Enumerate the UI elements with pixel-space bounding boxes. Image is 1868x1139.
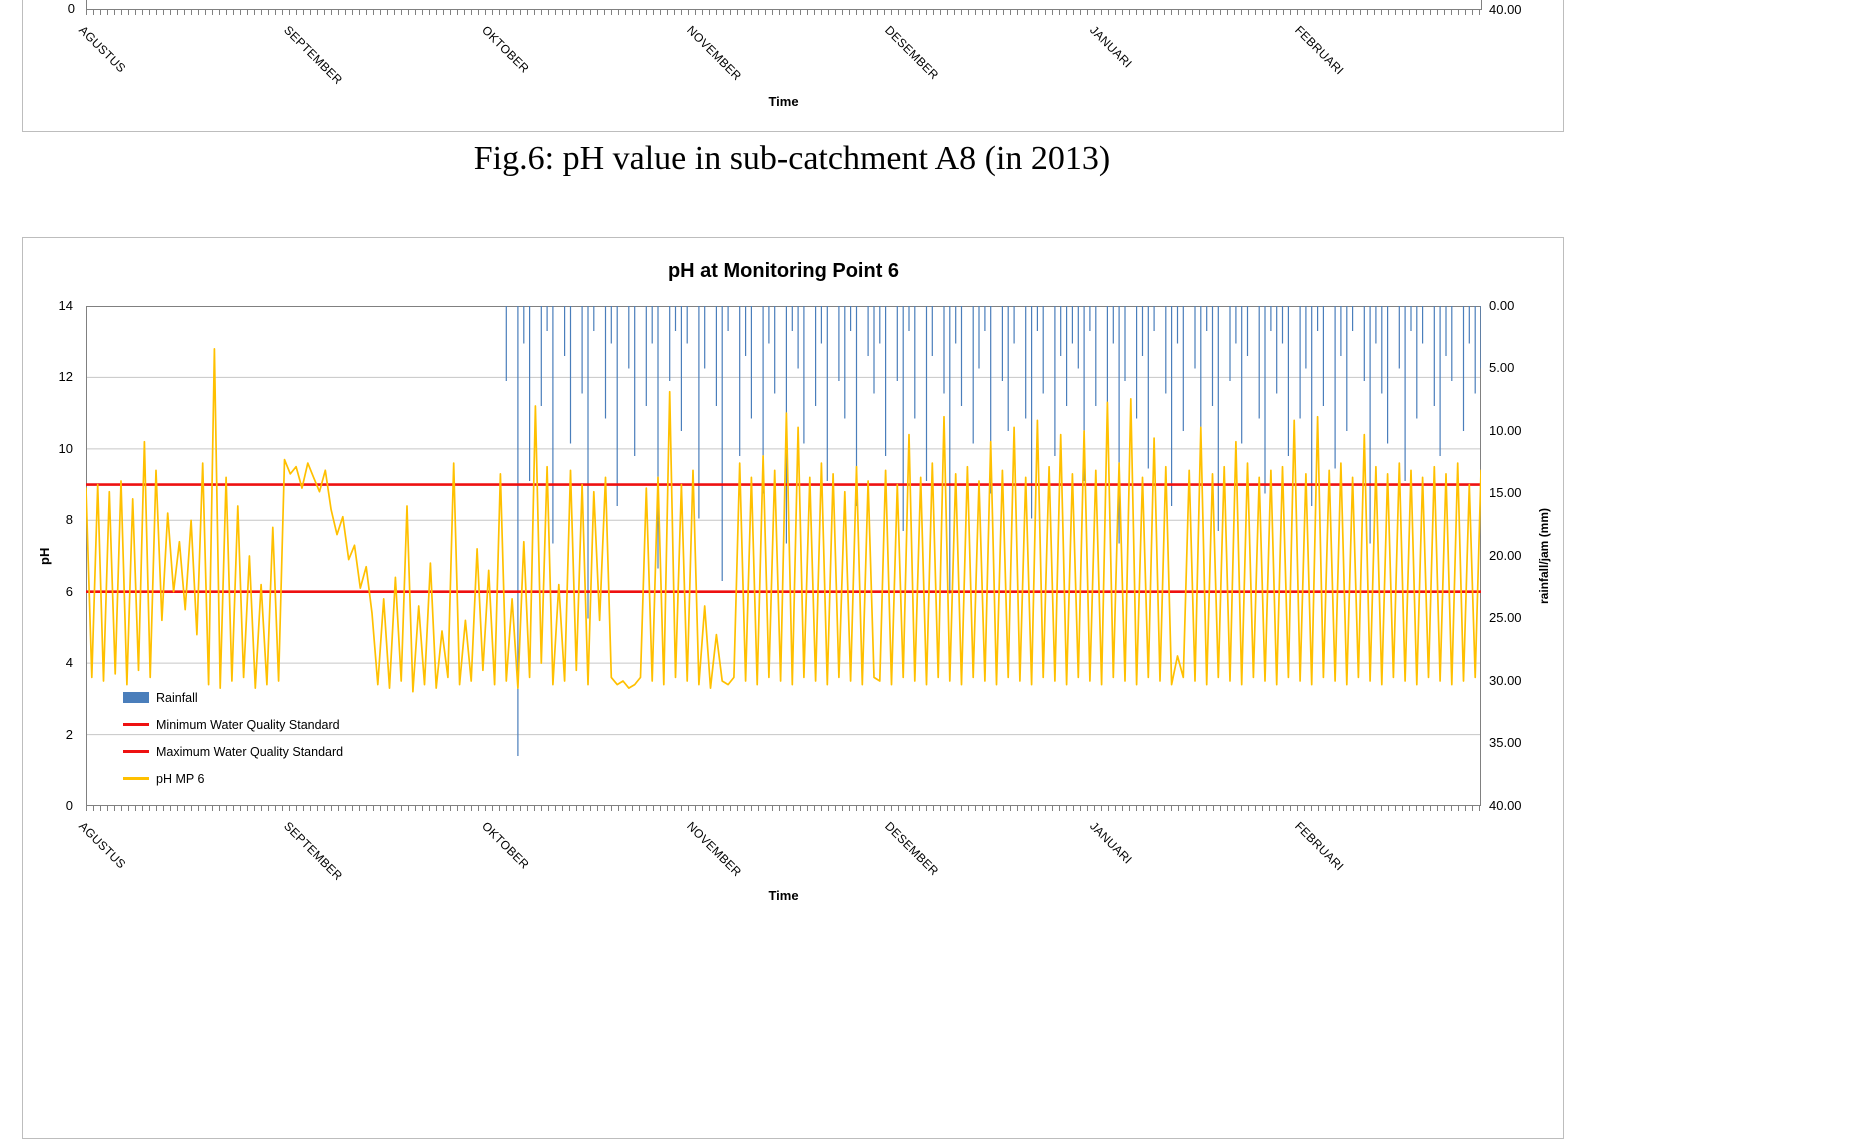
month-label: NOVEMBER: [684, 819, 745, 880]
top-chart-right-axis-tick: 40.00: [1489, 2, 1522, 17]
tick-label: 5.00: [1489, 360, 1515, 375]
tick-label: 2: [65, 727, 73, 742]
tick-label: 12: [58, 369, 73, 384]
figure-caption: Fig.6: pH value in sub-catchment A8 (in …: [473, 140, 1111, 177]
red-line-swatch-icon: [123, 723, 149, 726]
left-axis-tick-labels: 14 12 10 8 6 4 2 0: [23, 238, 79, 1138]
plot-area: [86, 306, 1481, 806]
tick-label: 8: [65, 512, 73, 527]
month-label: SEPTEMBER: [281, 819, 346, 884]
rainfall-swatch-icon: [123, 692, 149, 703]
main-chart: pH at Monitoring Point 6 pH rainfall/jam…: [22, 237, 1564, 1139]
month-label: AGUSTUS: [76, 23, 129, 76]
month-label: DESEMBER: [882, 819, 942, 879]
tick-label: 25.00: [1489, 610, 1522, 625]
month-label: OKTOBER: [479, 819, 532, 872]
tick-label: 6: [65, 584, 73, 599]
month-label: JANUARI: [1087, 819, 1135, 867]
month-label: NOVEMBER: [684, 23, 745, 84]
tick-label: 40.00: [1489, 798, 1522, 813]
top-chart-plot-right-border: [1481, 0, 1482, 10]
top-chart-x-axis-title: Time: [768, 94, 799, 109]
tick-label: 0.00: [1489, 298, 1515, 313]
x-axis-title: Time: [768, 888, 799, 903]
top-chart-fragment: 0 40.00 AGUSTUS SEPTEMBER OKTOBER NOVEMB…: [22, 0, 1564, 132]
tick-label: 35.00: [1489, 735, 1522, 750]
tick-label: 0: [65, 798, 73, 813]
x-axis-ticks: [86, 806, 1481, 811]
month-label: DESEMBER: [882, 23, 942, 83]
tick-label: 30.00: [1489, 673, 1522, 688]
month-label: FEBRUARI: [1292, 23, 1347, 78]
legend-label: Rainfall: [156, 690, 198, 705]
tick-label: 20.00: [1489, 548, 1522, 563]
tick-label: 10: [58, 441, 73, 456]
top-chart-plot-left-border: [86, 0, 87, 10]
top-chart-x-axis-line: [86, 9, 1481, 10]
legend-label: pH MP 6: [156, 771, 205, 786]
top-chart-x-axis-ticks: [86, 10, 1481, 15]
legend-item-maximum-standard: Maximum Water Quality Standard: [123, 738, 343, 765]
right-axis-tick-labels: 0.00 5.00 10.00 15.00 20.00 25.00 30.00 …: [1489, 238, 1549, 1138]
tick-label: 14: [58, 298, 73, 313]
tick-label: 4: [65, 655, 73, 670]
legend-item-rainfall: Rainfall: [123, 684, 343, 711]
red-line-swatch-icon: [123, 750, 149, 753]
legend-item-ph-mp6: pH MP 6: [123, 765, 343, 792]
tick-label: 15.00: [1489, 485, 1522, 500]
tick-label: 10.00: [1489, 423, 1522, 438]
month-label: JANUARI: [1087, 23, 1135, 71]
legend-label: Minimum Water Quality Standard: [156, 717, 340, 732]
month-label: AGUSTUS: [76, 819, 129, 872]
chart-title: pH at Monitoring Point 6: [667, 260, 900, 282]
legend: Rainfall Minimum Water Quality Standard …: [123, 684, 343, 792]
top-chart-left-axis-tick: 0: [67, 1, 75, 16]
month-label: OKTOBER: [479, 23, 532, 76]
legend-item-minimum-standard: Minimum Water Quality Standard: [123, 711, 343, 738]
legend-label: Maximum Water Quality Standard: [156, 744, 344, 759]
gold-line-swatch-icon: [123, 777, 149, 780]
month-label: FEBRUARI: [1292, 819, 1347, 874]
month-label: SEPTEMBER: [281, 23, 346, 88]
